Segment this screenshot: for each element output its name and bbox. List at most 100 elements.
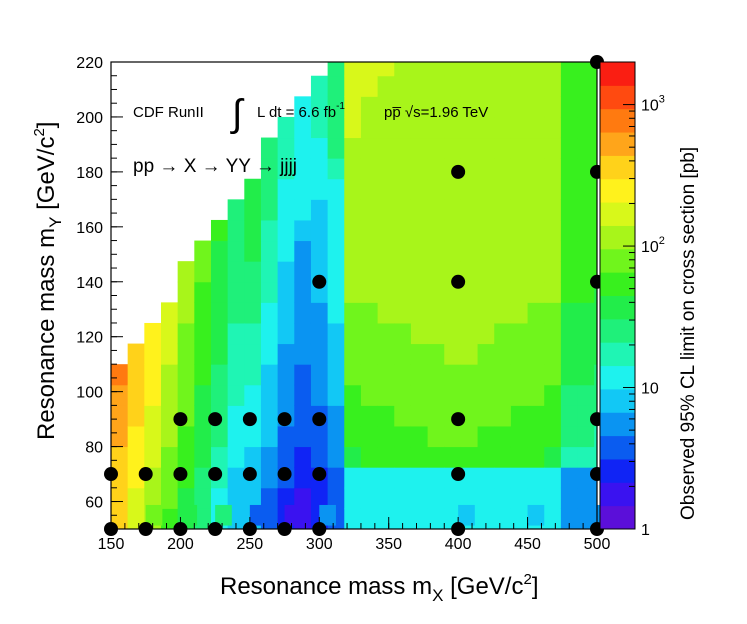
- mass-point: [208, 467, 223, 482]
- heatmap-cell: [394, 281, 412, 303]
- heatmap-cell: [577, 240, 595, 262]
- mass-point: [242, 412, 257, 427]
- colorbar: 1 10 102 103: [599, 61, 665, 539]
- heatmap-cell: [494, 467, 512, 489]
- heatmap-cell: [310, 178, 329, 200]
- heatmap-cell: [210, 343, 229, 365]
- heatmap-cell: [277, 116, 295, 139]
- heatmap-cell: [410, 137, 429, 159]
- heatmap-cell: [360, 116, 379, 139]
- heatmap-cell: [594, 322, 598, 345]
- heatmap-cell: [560, 322, 579, 345]
- heatmap-cell: [410, 322, 429, 345]
- heatmap-cell: [494, 261, 512, 283]
- heatmap-cell: [377, 199, 395, 221]
- heatmap-cell: [111, 405, 129, 427]
- heatmap-cell: [560, 75, 579, 97]
- heatmap-cell: [394, 137, 412, 159]
- heatmap-cell: [111, 384, 129, 406]
- heatmap-cell: [444, 199, 462, 221]
- heatmap-cell: [310, 343, 329, 365]
- heatmap-cell: [410, 281, 429, 303]
- heatmap-cell: [427, 425, 445, 448]
- mass-point: [138, 522, 153, 536]
- heatmap-cell: [160, 487, 179, 509]
- heatmap-cell: [510, 240, 529, 262]
- heatmap-cell: [427, 487, 445, 509]
- heatmap-cell: [194, 281, 212, 303]
- heatmap-cell: [410, 302, 429, 324]
- heatmap-cell: [344, 322, 362, 345]
- heatmap-cell: [277, 322, 295, 345]
- heatmap-cell: [227, 446, 245, 468]
- y-tick-label: 100: [76, 385, 103, 402]
- heatmap-cell: [594, 75, 598, 97]
- colorbar-swatch: [600, 342, 635, 367]
- heatmap-cell: [180, 504, 198, 526]
- x-tick-label: 200: [167, 536, 194, 553]
- heatmap-cell: [477, 62, 495, 77]
- heatmap-cell: [327, 425, 345, 448]
- heatmap-cell: [527, 178, 545, 200]
- heatmap-cell: [427, 281, 445, 303]
- heatmap-cell: [310, 364, 329, 386]
- heatmap-cell: [460, 364, 479, 386]
- mass-point: [173, 467, 188, 482]
- heatmap-cell: [344, 116, 362, 139]
- heatmap-cell: [477, 75, 495, 97]
- heatmap-cell: [410, 116, 429, 139]
- heatmap-cell: [277, 281, 295, 303]
- heatmap-cell: [294, 261, 312, 283]
- heatmap-cell: [444, 425, 462, 448]
- mass-point: [242, 522, 257, 536]
- heatmap-cell: [244, 219, 262, 242]
- heatmap-cell: [477, 178, 495, 200]
- heatmap-cell: [210, 240, 229, 262]
- colorbar-swatch: [600, 62, 635, 86]
- heatmap-cell: [594, 364, 598, 386]
- heatmap-cell: [310, 75, 329, 97]
- heatmap-cell: [410, 199, 429, 221]
- heatmap-cell: [260, 446, 279, 468]
- colorbar-swatch: [600, 365, 635, 390]
- heatmap-cell: [144, 446, 162, 468]
- heatmap-cell: [510, 199, 529, 221]
- heatmap-cell: [544, 116, 562, 139]
- heatmap-cell: [594, 178, 598, 200]
- heatmap-cell: [294, 116, 312, 139]
- heatmap-cell: [260, 219, 279, 242]
- colorbar-swatch: [600, 435, 635, 460]
- heatmap-cell: [460, 343, 479, 365]
- heatmap-cell: [327, 116, 345, 139]
- heatmap-cell: [460, 322, 479, 345]
- heatmap-cell: [244, 425, 262, 448]
- mass-point: [451, 274, 466, 289]
- heatmap-cell: [394, 240, 412, 262]
- heatmap-cell: [560, 178, 579, 200]
- heatmap-cell: [410, 158, 429, 180]
- colorbar-swatch: [600, 85, 635, 110]
- heatmap-cell: [577, 281, 595, 303]
- heatmap-cell: [145, 504, 163, 526]
- heatmap-cell: [294, 467, 312, 489]
- heatmap-cell: [394, 199, 412, 221]
- heatmap-cell: [477, 467, 495, 489]
- heatmap-cell: [144, 343, 162, 365]
- heatmap-cell: [344, 137, 362, 159]
- heatmap-cell: [410, 487, 429, 509]
- heatmap-cell: [527, 384, 545, 406]
- heatmap-cell: [177, 343, 195, 365]
- heatmap-cell: [477, 384, 495, 406]
- colorbar-swatch: [600, 482, 635, 507]
- heatmap-cell: [527, 405, 545, 427]
- heatmap-cell: [477, 322, 495, 345]
- heatmap-cell: [394, 158, 412, 180]
- heatmap-cell: [510, 62, 529, 77]
- heatmap-cell: [310, 219, 329, 242]
- heatmap-cell: [194, 425, 212, 448]
- heatmap-cell: [144, 384, 162, 406]
- colorbar-swatch: [600, 202, 635, 226]
- heatmap-cell: [244, 240, 262, 262]
- heatmap-cell: [494, 75, 512, 97]
- heatmap-cell: [227, 281, 245, 303]
